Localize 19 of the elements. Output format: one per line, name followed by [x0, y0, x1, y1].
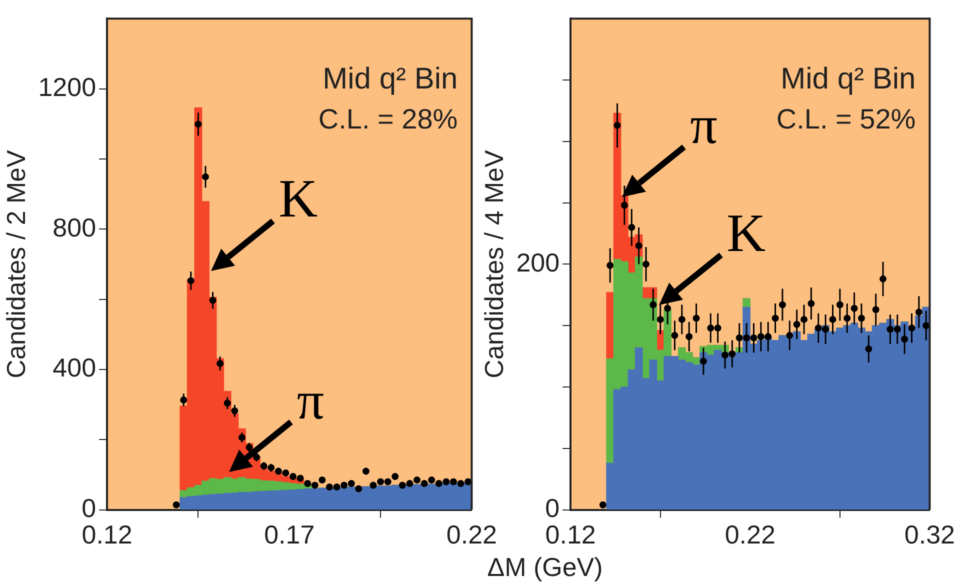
y-tick-label: 1200: [38, 72, 96, 102]
x-tick-label: 0.22: [724, 520, 776, 550]
annotation: π: [690, 94, 718, 155]
x-tick-label: 0.22: [446, 520, 498, 550]
annotation: K: [278, 168, 318, 229]
y-tick-label: 400: [52, 352, 96, 383]
y-axis-title: Candidates / 2 MeV: [0, 149, 31, 378]
annotation: π: [296, 370, 324, 430]
y-axis-title: Candidates / 4 MeV: [478, 149, 509, 378]
annotation: C.L. = 28%: [318, 104, 458, 135]
annotation: K: [726, 202, 766, 263]
y-tick-label: 200: [516, 247, 560, 278]
annotation: C.L. = 52%: [776, 104, 916, 135]
annotation: Mid q² Bin: [322, 62, 458, 96]
x-axis-title: ΔM (GeV): [486, 552, 604, 583]
annotation: Mid q² Bin: [780, 62, 916, 96]
y-tick-label: 800: [52, 212, 96, 242]
x-tick-label: 0.32: [904, 520, 956, 550]
x-tick-label: 0.17: [264, 520, 315, 550]
